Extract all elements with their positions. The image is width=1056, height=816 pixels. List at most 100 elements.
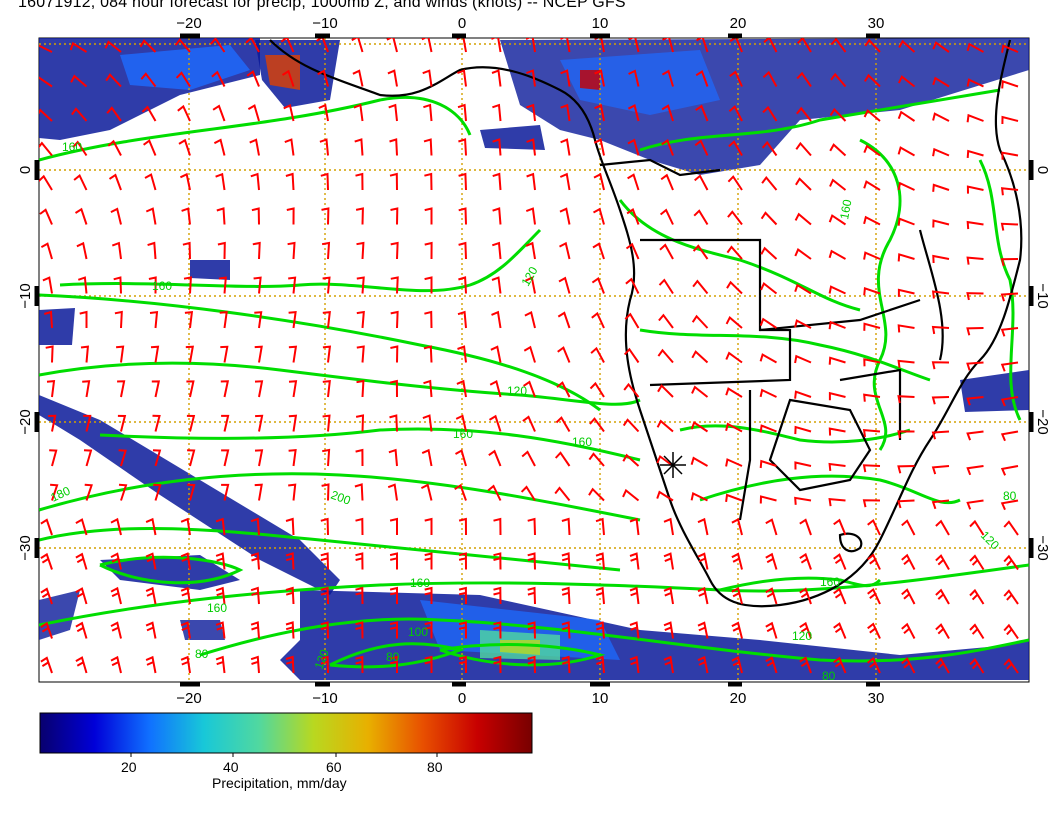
wind-barb [288, 276, 297, 294]
wind-barb [661, 104, 674, 122]
wind-barb [629, 655, 640, 674]
contour-label: 160 [207, 601, 227, 615]
wind-barb [423, 103, 433, 122]
wind-barb [901, 519, 916, 536]
wind-barb [145, 552, 157, 570]
wind-barb [454, 483, 467, 501]
wind-barb [423, 345, 433, 363]
wind-barb [591, 277, 605, 294]
wind-barb [45, 345, 54, 363]
wind-barb [829, 143, 847, 157]
wind-barb [663, 517, 674, 536]
wind-barb [595, 552, 605, 570]
wind-barb [593, 207, 605, 225]
wind-barb [388, 448, 398, 467]
wind-barb [76, 241, 88, 260]
wind-barb [663, 586, 674, 605]
wind-barb [692, 244, 709, 260]
wind-barb [150, 345, 160, 363]
wind-barb [145, 655, 157, 674]
wind-barb [525, 276, 536, 294]
wind-barb [286, 207, 295, 225]
wind-barb [422, 414, 433, 432]
wind-barb [149, 310, 159, 329]
lon-tick-label: 0 [458, 15, 466, 32]
wind-barb [692, 279, 709, 295]
wind-barb [624, 312, 640, 329]
wind-barb [39, 141, 53, 157]
wind-barb [218, 276, 227, 294]
wind-barb [389, 379, 398, 398]
wind-barb [1000, 430, 1019, 442]
wind-barb [489, 380, 502, 398]
wind-barb [249, 138, 260, 156]
wind-barb [285, 172, 295, 191]
wind-barb [799, 518, 812, 536]
wind-barb [833, 656, 847, 674]
wind-barb [557, 346, 571, 363]
wind-barb [862, 499, 881, 508]
wind-barb [355, 552, 364, 570]
wind-barb [761, 140, 778, 157]
colorbar [39, 712, 533, 757]
wind-barb [49, 449, 58, 467]
wind-barb [932, 183, 950, 192]
wind-barb [559, 207, 571, 225]
wind-barb [625, 242, 640, 260]
wind-barb [595, 517, 605, 536]
wind-barb [187, 449, 196, 467]
wind-barb [897, 288, 915, 297]
wind-barb [424, 207, 433, 225]
wind-barb [322, 414, 331, 432]
wind-barb [322, 276, 331, 294]
contour-label: 80 [386, 650, 400, 664]
wind-barb [765, 621, 778, 639]
wind-barb [560, 103, 571, 122]
wind-barb [320, 621, 329, 639]
wind-barb [353, 103, 364, 122]
wind-barb [250, 586, 260, 605]
wind-barb [355, 655, 364, 674]
wind-barb [897, 146, 915, 157]
wind-barb [794, 283, 812, 295]
wind-barb [1000, 187, 1019, 196]
wind-barb [935, 588, 950, 605]
wind-barb [184, 310, 194, 329]
wind-barb [458, 517, 467, 536]
lat-tick-label: −30 [1034, 535, 1051, 560]
wind-barb [389, 414, 398, 432]
wind-barb [285, 586, 295, 605]
wind-barb [897, 359, 915, 368]
wind-barb [762, 105, 778, 122]
wind-barb [356, 310, 365, 329]
lat-tick-label: 0 [1034, 166, 1051, 174]
contour-label: 200 [329, 488, 353, 508]
wind-barb [765, 656, 778, 674]
wind-barb [321, 483, 330, 501]
wind-barb [180, 621, 191, 639]
wind-barb [901, 553, 916, 570]
wind-barb [246, 70, 260, 87]
wind-barb [283, 103, 295, 122]
wind-barb [42, 276, 53, 294]
wind-barb [522, 415, 536, 432]
wind-barb [355, 207, 364, 225]
wind-barb [525, 38, 536, 53]
wind-barb [897, 181, 915, 191]
wind-barb [108, 173, 122, 191]
wind-barb [588, 452, 605, 467]
lon-labels-top: −20 −10 0 10 20 30 [176, 15, 884, 32]
wind-barb [662, 38, 674, 53]
wind-barb [589, 417, 605, 433]
wind-barb [694, 174, 709, 191]
wind-barb [554, 451, 571, 467]
wind-barb [897, 110, 916, 122]
lon-tick-label: −20 [176, 15, 201, 32]
wind-barb [490, 345, 502, 363]
wind-barb [796, 71, 812, 88]
wind-barb [727, 210, 743, 226]
wind-barb [217, 241, 226, 260]
wind-barb [355, 448, 364, 467]
wind-barb [690, 420, 709, 433]
wind-barb [458, 276, 467, 294]
